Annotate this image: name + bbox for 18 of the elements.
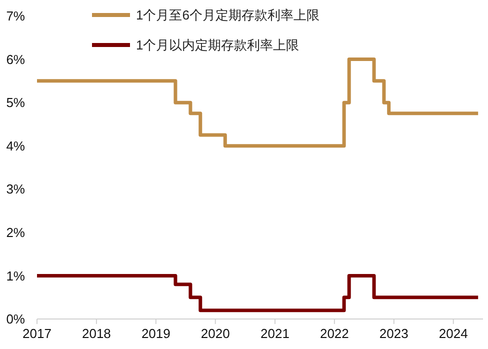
- y-tick-label: 1%: [6, 268, 26, 284]
- x-tick-label: 2024: [438, 326, 468, 341]
- x-tick-label: 2021: [260, 326, 290, 341]
- y-tick-label: 3%: [6, 182, 26, 197]
- x-tick-label: 2023: [379, 326, 408, 341]
- x-tick-label: 2018: [82, 326, 111, 341]
- y-tick-label: 2%: [6, 224, 26, 240]
- x-tick-label: 2019: [141, 326, 170, 341]
- y-tick-label: 5%: [6, 95, 26, 110]
- y-tick-label: 4%: [6, 138, 26, 154]
- x-tick-label: 2017: [22, 326, 52, 341]
- y-tick-label: 7%: [6, 8, 26, 24]
- x-tick-label: 2020: [200, 326, 230, 341]
- y-tick-label: 6%: [6, 52, 26, 67]
- x-tick-label: 2022: [320, 326, 349, 341]
- legend-label: 1个月以内定期存款利率上限: [136, 38, 300, 53]
- legend-label: 1个月至6个月定期存款利率上限: [136, 8, 320, 23]
- y-tick-label: 0%: [6, 312, 26, 327]
